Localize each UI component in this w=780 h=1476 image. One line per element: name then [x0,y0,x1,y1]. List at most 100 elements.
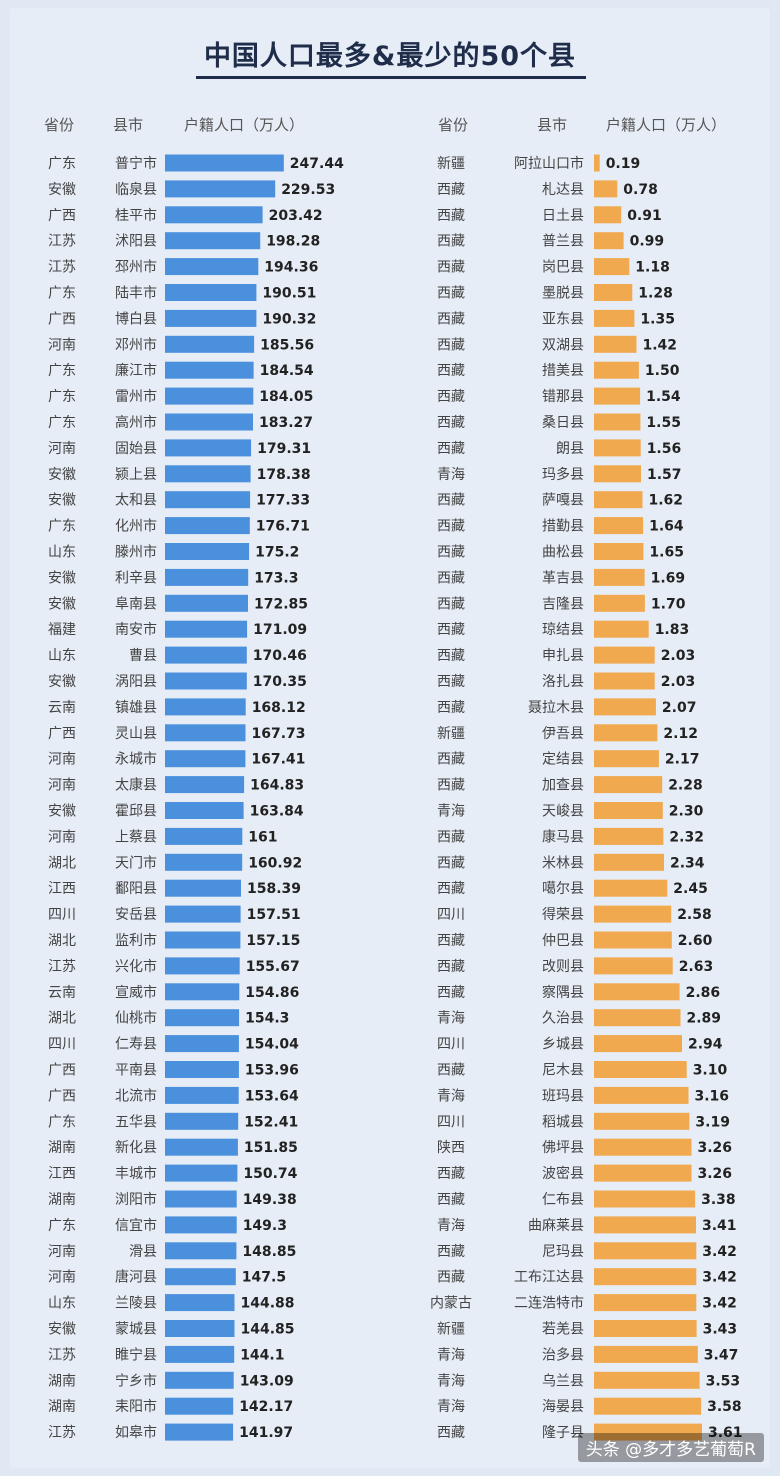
left-province-label: 湖北 [48,855,76,871]
right-value-label: 2.94 [688,1037,723,1053]
right-value-label: 2.03 [661,648,696,664]
left-header-value: 户籍人口（万人） [184,116,305,134]
left-county-label: 北流市 [115,1087,157,1104]
left-county-label: 普宁市 [115,155,157,172]
right-bar [594,1294,697,1312]
right-value-label: 3.41 [702,1218,737,1234]
left-value-label: 173.3 [254,570,298,586]
left-province-label: 湖北 [48,933,76,949]
left-bar [165,232,261,250]
left-province-label: 湖南 [48,1192,76,1208]
right-bar [594,879,668,897]
right-value-label: 1.83 [655,622,690,638]
left-bar [165,335,255,353]
left-bar [165,853,243,871]
right-province-label: 西藏 [437,182,465,198]
left-county-label: 兰陵县 [115,1296,157,1312]
left-county-label: 宣威市 [115,984,157,1001]
right-bar [594,309,635,327]
left-bar [165,206,263,224]
left-bar [165,1086,239,1104]
left-bar [165,1216,237,1234]
right-value-label: 2.58 [677,907,712,923]
right-province-label: 新疆 [437,726,465,742]
left-value-label: 157.15 [246,933,300,949]
left-county-label: 唐河县 [115,1269,157,1286]
right-county-label: 尼木县 [542,1063,584,1079]
right-bar [594,1164,692,1182]
left-bar [165,1190,237,1208]
left-province-label: 安徽 [48,804,76,820]
right-bar [594,1371,700,1389]
right-province-label: 西藏 [437,1192,465,1208]
right-province-label: 西藏 [437,234,465,250]
left-value-label: 184.54 [260,363,314,379]
right-value-label: 1.50 [645,363,680,379]
left-value-label: 183.27 [259,415,313,431]
right-bar [594,568,645,586]
left-province-label: 湖南 [48,1373,76,1389]
left-province-label: 湖南 [48,1399,76,1415]
right-value-label: 3.42 [702,1296,737,1312]
right-county-label: 稻城县 [542,1114,584,1130]
right-value-label: 2.89 [687,1011,722,1027]
right-value-label: 0.78 [623,182,658,198]
right-county-label: 伊吾县 [542,726,584,742]
left-value-label: 190.51 [262,286,316,302]
right-bar [594,957,673,975]
right-value-label: 2.30 [669,804,704,820]
left-province-label: 江苏 [48,1347,76,1363]
left-county-label: 太康县 [115,777,157,794]
right-county-label: 二连浩特市 [514,1295,584,1312]
right-county-label: 阿拉山口市 [514,155,584,172]
left-bar [165,413,253,431]
left-bar [165,1371,234,1389]
left-county-label: 桂平市 [115,207,157,224]
right-county-label: 朗县 [556,441,584,457]
left-county-label: 邓州市 [115,336,157,353]
right-value-label: 1.62 [649,493,684,509]
right-county-label: 普兰县 [542,234,584,250]
left-county-label: 高州市 [115,414,157,431]
left-province-label: 湖北 [48,1011,76,1027]
right-value-label: 3.58 [707,1399,742,1415]
left-county-label: 新化县 [115,1140,157,1156]
right-value-label: 1.56 [647,441,682,457]
left-province-label: 安徽 [48,596,76,612]
left-bar [165,258,259,276]
chart-title: 中国人口最多&最少的50个县 [203,41,577,72]
right-value-label: 2.60 [678,933,713,949]
left-province-label: 广西 [48,726,76,742]
left-value-label: 154.86 [245,985,299,1001]
right-county-label: 申扎县 [542,648,584,664]
left-county-label: 安岳县 [115,907,157,923]
left-value-label: 203.42 [269,208,323,224]
left-county-label: 监利市 [115,932,157,949]
left-county-label: 太和县 [115,493,157,509]
right-bar [594,232,624,250]
left-bar [165,439,252,457]
right-bar [594,1268,697,1286]
left-county-label: 永城市 [115,751,157,768]
left-county-label: 如皋市 [115,1424,157,1441]
right-province-label: 四川 [437,1114,465,1130]
left-county-label: 蒙城县 [115,1322,157,1338]
left-province-label: 江西 [48,1166,76,1182]
right-value-label: 2.28 [668,778,703,794]
left-bar [165,931,241,949]
right-province-label: 西藏 [437,596,465,612]
left-province-label: 广东 [48,156,76,172]
right-county-label: 玛多县 [542,466,584,483]
right-bar [594,1138,692,1156]
right-bar [594,646,655,664]
right-county-label: 墨脱县 [542,286,584,302]
left-value-label: 141.97 [239,1425,293,1441]
left-value-label: 161 [248,829,277,845]
right-value-label: 0.91 [627,208,662,224]
right-value-label: 2.03 [661,674,696,690]
right-county-label: 曲松县 [542,545,584,561]
right-county-label: 乡城县 [542,1037,584,1053]
right-bar [594,284,633,301]
left-value-label: 167.41 [251,752,305,768]
